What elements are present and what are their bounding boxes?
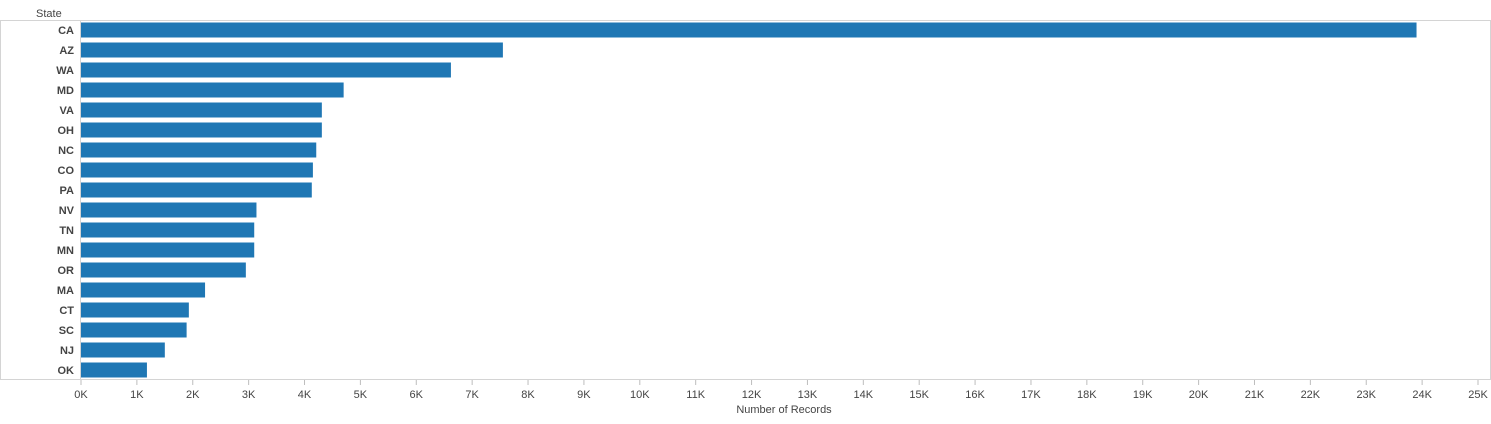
x-tick-label: 13K (798, 389, 818, 401)
x-tick-label: 21K (1245, 389, 1265, 401)
x-tick-label: 12K (742, 389, 762, 401)
x-tick-label: 22K (1301, 389, 1321, 401)
category-label-nc: NC (58, 145, 74, 157)
bar-nc[interactable] (81, 142, 317, 158)
category-label-md: MD (57, 85, 74, 97)
x-tick-label: 6K (410, 389, 424, 401)
x-tick-label: 20K (1189, 389, 1209, 401)
x-tick-label: 0K (74, 389, 88, 401)
category-label-va: VA (60, 105, 75, 117)
bar-va[interactable] (81, 102, 322, 118)
x-tick-label: 9K (577, 389, 591, 401)
x-tick-label: 10K (630, 389, 650, 401)
category-labels: CA AZ WA MD VA OH NC CO PA NV TN MN OR MA CT SC NJ OK (56, 25, 74, 377)
bar-wa[interactable] (81, 62, 451, 78)
category-label-mn: MN (57, 245, 74, 257)
category-label-sc: SC (59, 325, 74, 337)
bar-nv[interactable] (81, 202, 257, 218)
x-tick-label: 17K (1021, 389, 1041, 401)
category-label-oh: OH (58, 125, 75, 137)
category-label-ma: MA (57, 285, 74, 297)
x-tick-label: 7K (465, 389, 479, 401)
bar-oh[interactable] (81, 122, 322, 138)
x-axis-title: Number of Records (736, 404, 832, 416)
category-label-ct: CT (59, 305, 74, 317)
bar-nj[interactable] (81, 342, 165, 358)
category-label-ok: OK (58, 365, 75, 377)
bar-tn[interactable] (81, 222, 255, 238)
bar-md[interactable] (81, 82, 344, 98)
bar-az[interactable] (81, 42, 503, 58)
bar-co[interactable] (81, 162, 313, 178)
bar-ma[interactable] (81, 282, 206, 298)
x-tick-label: 8K (521, 389, 535, 401)
category-label-tn: TN (59, 225, 74, 237)
x-tick-label: 4K (298, 389, 312, 401)
x-tick-label: 1K (130, 389, 144, 401)
x-tick-label: 18K (1077, 389, 1097, 401)
bars-group (81, 22, 1417, 378)
bar-pa[interactable] (81, 182, 312, 198)
x-tick-label: 23K (1356, 389, 1376, 401)
bar-or[interactable] (81, 262, 246, 278)
bar-ok[interactable] (81, 362, 147, 378)
category-label-nv: NV (59, 205, 75, 217)
category-label-ca: CA (58, 25, 74, 37)
category-label-az: AZ (59, 45, 74, 57)
bar-sc[interactable] (81, 322, 187, 338)
x-tick-label: 2K (186, 389, 200, 401)
category-label-co: CO (58, 165, 75, 177)
x-tick-label: 24K (1412, 389, 1432, 401)
x-tick-label: 15K (909, 389, 929, 401)
category-label-wa: WA (56, 65, 74, 77)
x-tick-label: 3K (242, 389, 256, 401)
x-tick-label: 25K (1468, 389, 1488, 401)
x-tick-label: 14K (854, 389, 874, 401)
x-tick-label: 16K (965, 389, 985, 401)
row-header-label: State (36, 8, 62, 20)
x-tick-label: 5K (354, 389, 368, 401)
bar-ca[interactable] (81, 22, 1417, 38)
x-tick-label: 19K (1133, 389, 1153, 401)
category-label-pa: PA (60, 185, 75, 197)
bar-ct[interactable] (81, 302, 189, 318)
category-label-nj: NJ (60, 345, 74, 357)
category-label-or: OR (58, 265, 75, 277)
x-axis-ticks: 0K 1K 2K 3K 4K 5K 6K 7K 8K 9K 10K 11K 12K 13K 14K 15K 16… (74, 380, 1488, 401)
bar-mn[interactable] (81, 242, 255, 258)
x-tick-label: 11K (686, 389, 705, 401)
